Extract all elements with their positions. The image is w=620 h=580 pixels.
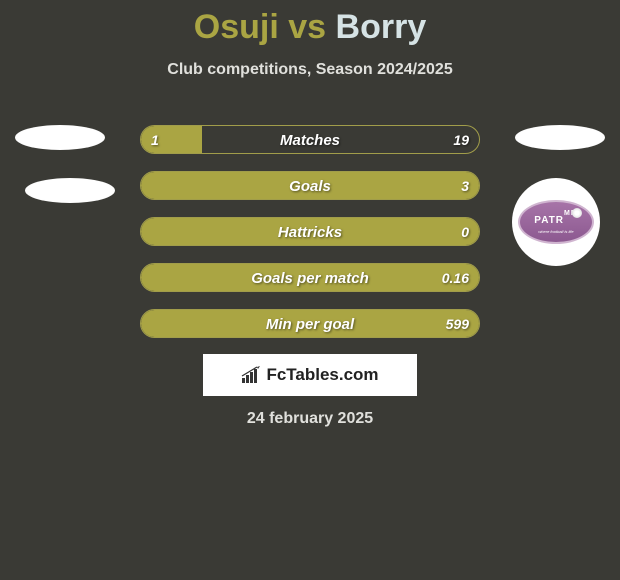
stat-label: Matches [141,126,479,154]
stat-row-goals: Goals 3 [140,171,480,200]
player2-club-badge: PATRMM where football is life [512,178,600,266]
stats-container: 1 Matches 19 Goals 3 Hattricks 0 Goals p… [140,125,480,355]
player1-name: Osuji [194,8,279,46]
soccer-ball-icon [572,208,582,218]
subtitle: Club competitions, Season 2024/2025 [0,61,620,79]
badge-subtext: where football is life [538,230,573,234]
stat-label: Goals [141,172,479,200]
stat-row-min-per-goal: Min per goal 599 [140,309,480,338]
stat-label: Goals per match [141,264,479,292]
player1-club-placeholder [25,178,115,203]
player1-photo-placeholder [15,125,105,150]
stat-row-hattricks: Hattricks 0 [140,217,480,246]
stat-label: Min per goal [141,310,479,338]
vs-text: vs [288,8,326,46]
badge-inner: PATRMM where football is life [518,200,594,244]
stat-row-matches: 1 Matches 19 [140,125,480,154]
stat-right-value: 0.16 [442,264,469,292]
stat-right-value: 599 [446,310,469,338]
bar-chart-icon [241,366,261,384]
date-text: 24 february 2025 [0,410,620,428]
page-title: Osuji vs Borry [0,0,620,47]
player2-name: Borry [336,8,427,46]
stat-right-value: 19 [453,126,469,154]
stat-right-value: 0 [461,218,469,246]
site-logo: FcTables.com [241,365,378,385]
badge-main-text: PATR [534,215,564,226]
stat-row-goals-per-match: Goals per match 0.16 [140,263,480,292]
site-name: FcTables.com [266,365,378,385]
stat-right-value: 3 [461,172,469,200]
player2-photo-placeholder [515,125,605,150]
site-box: FcTables.com [203,354,417,396]
stat-label: Hattricks [141,218,479,246]
